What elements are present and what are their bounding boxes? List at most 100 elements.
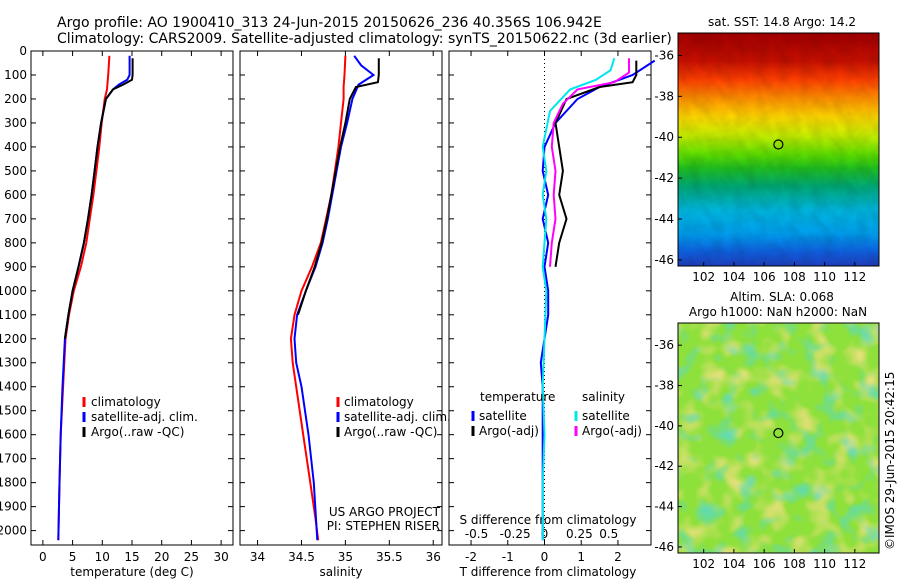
temp-ytick-label: 1400: [0, 380, 27, 394]
diff-legend-label: Argo(-adj): [582, 424, 642, 438]
temp-xtick-label: 5: [69, 550, 77, 564]
plot-frame: [239, 50, 443, 546]
temp-legend-label: climatology: [91, 395, 161, 409]
temp-xtick-label: 25: [184, 550, 199, 564]
temp-series-satellite-adj-clim-: [57, 55, 131, 541]
temp-ytick-label: 1900: [0, 500, 27, 514]
sst-map-axes: 102 104 106 108 110 112 -36 -38 -40 -42 -44 -46: [654, 32, 880, 284]
sla-xtick-label: 108: [783, 557, 806, 571]
sst-xtick-label: 102: [692, 270, 715, 284]
temp-ytick-label: 1000: [0, 284, 27, 298]
sal-legend-label: Argo(..raw -QC): [344, 425, 437, 439]
temp-legend-label: satellite-adj. clim.: [91, 410, 198, 424]
temp-legend-label: Argo(..raw -QC): [91, 425, 184, 439]
difference-panel: -2 -1 0 1 2 -0.5 -0.25 0 0.25 0.5S difference fro…: [448, 50, 656, 579]
sst-frame: [677, 32, 880, 267]
sla-ytick-label: -36: [654, 338, 674, 352]
diff-legend-label: satellite: [582, 409, 630, 423]
header-line2: Climatology: CARS2009. Satellite-adjuste…: [57, 31, 672, 47]
diff-s-tick-label: 0.25: [566, 527, 593, 541]
temp-xlabel: temperature (deg C): [70, 565, 193, 579]
sla-ytick-label: -46: [654, 540, 674, 554]
sal-xtick-label: 35: [338, 550, 353, 564]
sal-legend-label: satellite-adj. clim.: [344, 410, 451, 424]
sst-xtick-label: 104: [722, 270, 745, 284]
sal-xlabel: salinity: [319, 565, 362, 579]
sla-xtick-label: 104: [722, 557, 745, 571]
sal-xtick-label: 34: [250, 550, 265, 564]
temp-xtick-label: 0: [39, 550, 47, 564]
sst-ytick-label: -42: [654, 171, 674, 185]
temp-ytick-label: 1700: [0, 452, 27, 466]
temp-xtick-label: 15: [124, 550, 139, 564]
diff-series-salinity-satellite: [541, 57, 616, 541]
diff-legend-title: temperature: [480, 390, 555, 404]
sla-map-subtitle: Argo h1000: NaN h2000: NaN: [689, 305, 867, 319]
sal-series-satellite-adj-clim-: [293, 55, 376, 541]
sla-xtick-label: 106: [753, 557, 776, 571]
sal-xtick-label: 35.5: [376, 550, 403, 564]
sst-ytick-label: -36: [654, 48, 674, 62]
sst-argo-marker: [773, 139, 784, 150]
sla-ytick-label: -42: [654, 459, 674, 473]
header-line1: Argo profile: AO 1900410_313 24-Jun-2015…: [57, 15, 602, 31]
diff-series-salinity-argo-adj-: [549, 58, 630, 267]
temp-ytick-label: 2000: [0, 524, 27, 538]
diff-legend-title: salinity: [582, 390, 625, 404]
temp-xtick-label: 20: [154, 550, 169, 564]
sal-xtick-label: 36: [426, 550, 441, 564]
temp-ytick-label: 500: [4, 164, 27, 178]
temp-series-argo-raw-qc-: [63, 58, 134, 339]
diff-s-tick-label: -0.5: [465, 527, 488, 541]
sst-xtick-label: 106: [753, 270, 776, 284]
diff-s-tick-label: -0.25: [500, 527, 531, 541]
temp-ytick-label: 1800: [0, 476, 27, 490]
sal-annotation: PI: STEPHEN RISER: [327, 519, 440, 533]
sla-ytick-label: -40: [654, 419, 674, 433]
sal-series-climatology: [289, 55, 347, 541]
temp-ytick-label: 1200: [0, 332, 27, 346]
sal-legend-label: climatology: [344, 395, 414, 409]
temp-ytick-label: 600: [4, 188, 27, 202]
temperature-panel: 0 5 10 15 20 25 300100200300400500600700800900…: [0, 44, 234, 579]
sst-xtick-label: 108: [783, 270, 806, 284]
diff-xtick-label: 2: [614, 550, 622, 564]
diff-s-tick-label: 0.5: [599, 527, 618, 541]
diff-series-temperature-argo-adj-: [554, 60, 638, 267]
diff-s-tick-label: 0: [541, 527, 549, 541]
temp-xtick-label: 10: [95, 550, 110, 564]
salinity-panel: 34 34.5 35 35.5 36 climatologysatellite-adj. …: [239, 50, 451, 579]
temp-ytick-label: 200: [4, 92, 27, 106]
footer-credit: ©IMOS 29-Jun-2015 20:42:15: [883, 372, 897, 550]
sla-map-title: Altim. SLA: 0.068: [730, 290, 834, 304]
diff-xtick-label: -2: [465, 550, 477, 564]
plot-frame: [30, 50, 234, 546]
sla-xtick-label: 110: [813, 557, 836, 571]
diff-xtick-label: -1: [502, 550, 514, 564]
diff-xlabel-top: S difference from climatology: [460, 513, 637, 527]
temp-series-climatology: [57, 55, 111, 541]
sst-map-title: sat. SST: 14.8 Argo: 14.2: [708, 15, 856, 29]
sst-heatmap: [678, 33, 879, 266]
sla-ytick-label: -44: [654, 500, 674, 514]
sal-series-argo-raw-qc-: [297, 58, 380, 316]
temp-ytick-label: 1300: [0, 356, 27, 370]
temp-xtick-label: 30: [213, 550, 228, 564]
sla-frame: [677, 322, 880, 554]
temp-ytick-label: 1600: [0, 428, 27, 442]
temp-ytick-label: 400: [4, 140, 27, 154]
temp-ytick-label: 900: [4, 260, 27, 274]
diff-xlabel: T difference from climatology: [459, 565, 637, 579]
diff-legend-label: Argo(-adj): [479, 424, 539, 438]
diff-legend-label: satellite: [479, 409, 527, 423]
sst-ytick-label: -46: [654, 253, 674, 267]
temp-ytick-label: 100: [4, 68, 27, 82]
sla-argo-marker: [773, 427, 784, 439]
sla-xtick-label: 102: [692, 557, 715, 571]
diff-xtick-label: 0: [541, 550, 549, 564]
sla-ytick-label: -38: [654, 379, 674, 393]
temp-ytick-label: 300: [4, 116, 27, 130]
sal-annotation: US ARGO PROJECT: [329, 505, 441, 519]
sst-ytick-label: -38: [654, 89, 674, 103]
